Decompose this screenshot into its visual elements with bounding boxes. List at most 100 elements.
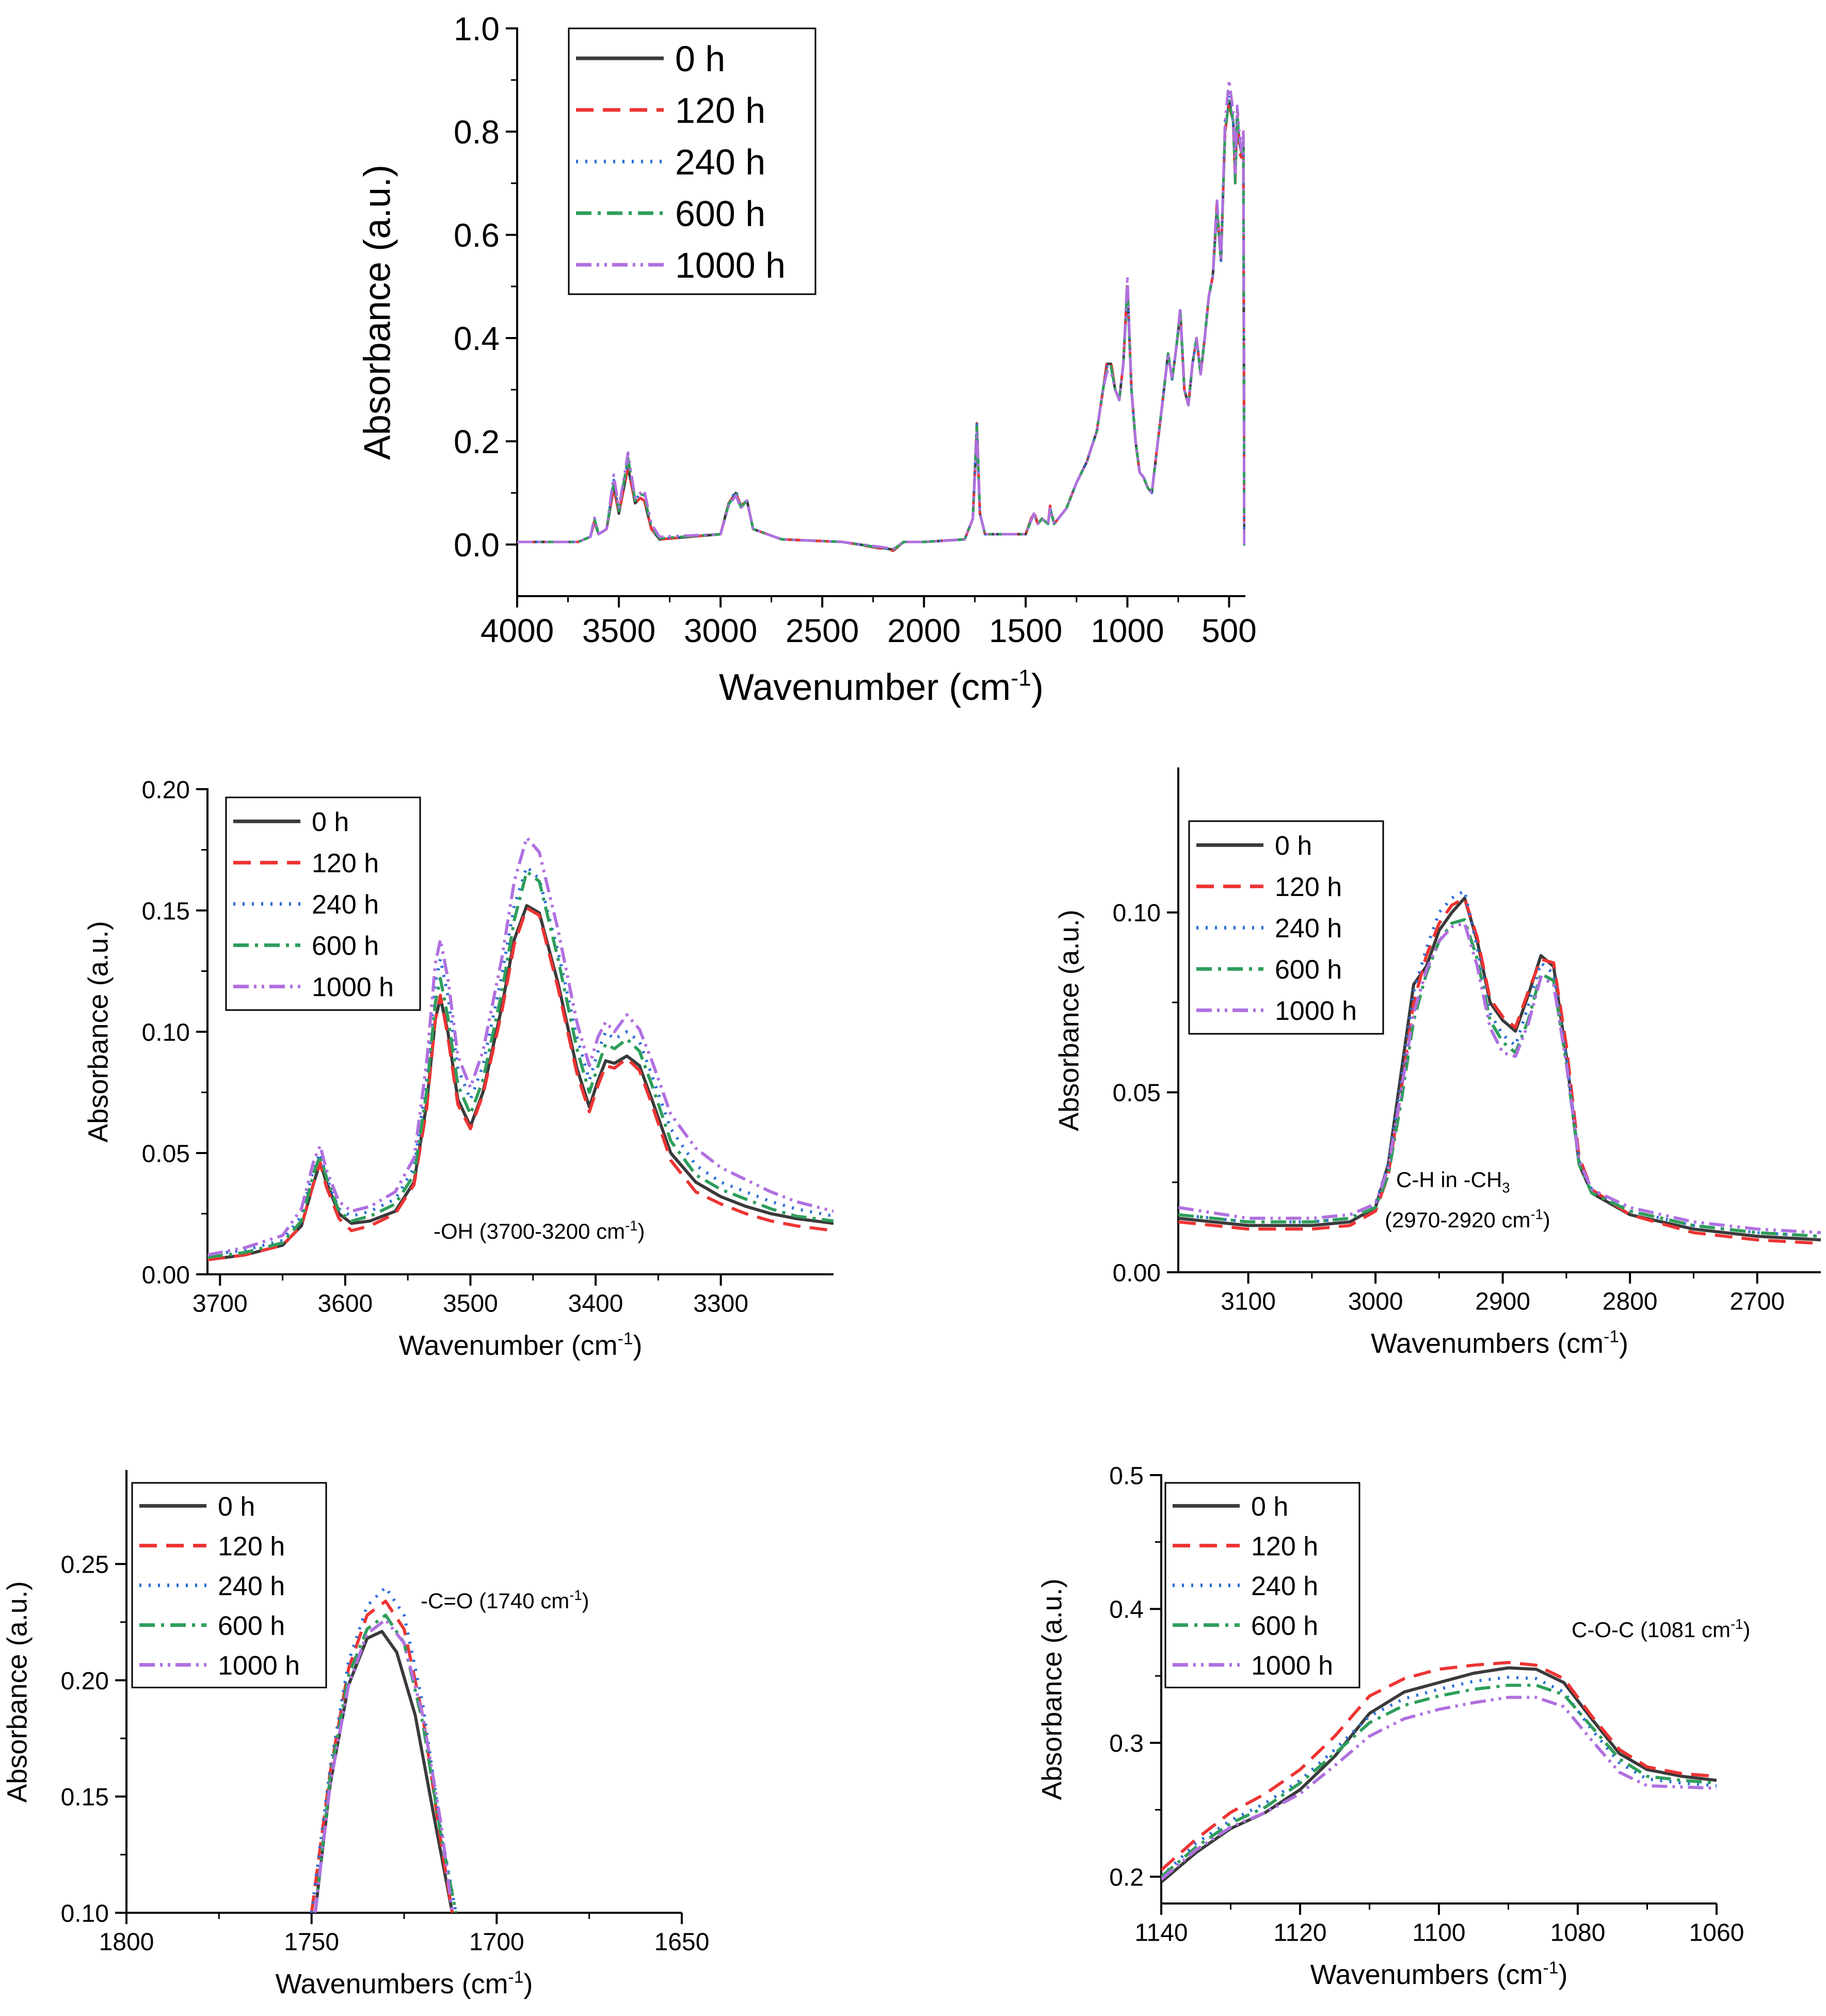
legend-label: 1000 h (1275, 996, 1357, 1026)
series-line-120h (207, 906, 834, 1261)
x-axis-label-sup: -1 (1011, 665, 1031, 691)
series-line-1000h (517, 78, 1245, 550)
series-line-600h (1161, 1684, 1717, 1878)
x-axis-label: Wavenumber (cm-1) (719, 665, 1044, 708)
legend-label: 600 h (1251, 1611, 1318, 1641)
legend-label: 600 h (1275, 955, 1342, 985)
series-group (517, 78, 1245, 552)
y-tick-label: 0.10 (1113, 900, 1161, 927)
series-line-600h (207, 870, 834, 1259)
x-axis-label-tail: ) (523, 1969, 533, 1999)
x-tick-label: 2800 (1603, 1288, 1658, 1315)
y-axis-label: Absorbance (a.u.) (1054, 909, 1085, 1131)
x-axis-label: Wavenumber (cm-1) (399, 1330, 643, 1362)
legend-box (568, 27, 816, 295)
x-axis-label-sup: -1 (508, 1968, 524, 1987)
legend-label: 0 h (1251, 1492, 1288, 1522)
x-axis-label-sup: -1 (1543, 1959, 1559, 1978)
series-line-240h (310, 1586, 458, 1913)
annotation: C-O-C (1081 cm-1) (1572, 1616, 1750, 1642)
y-tick-label: 0.8 (454, 114, 500, 151)
legend: 0 h 120 h 240 h 600 h 1000 h (1188, 820, 1384, 1035)
legend-label: 240 h (312, 890, 379, 920)
x-tick-label: 1750 (284, 1928, 339, 1956)
series-line-1000h (313, 1618, 454, 1913)
y-tick-label: 0.15 (61, 1784, 109, 1811)
x-tick-label: 3600 (317, 1290, 373, 1317)
series-line-120h (1178, 897, 1821, 1245)
series-group (310, 1586, 458, 1913)
legend: 0 h 120 h 240 h 600 h 1000 h (1164, 1482, 1360, 1689)
annotation: -C=O (1740 cm-1) (421, 1587, 589, 1613)
series-group (1161, 1661, 1717, 1883)
legend-label: 1000 h (675, 245, 786, 285)
x-tick-label: 1120 (1273, 1919, 1326, 1946)
y-axis-label: Absorbance (a.u.) (83, 921, 114, 1142)
x-tick-label: 4000 (480, 612, 554, 649)
x-axis-label-sup: -1 (618, 1330, 633, 1349)
legend: 0 h 120 h 240 h 600 h 1000 h (568, 27, 816, 295)
y-axis-label: Absorbance (a.u.) (1037, 1578, 1068, 1800)
x-axis-label-tail: ) (633, 1330, 642, 1361)
series-line-1000h (1161, 1695, 1717, 1881)
y-tick-label: 0.05 (142, 1140, 190, 1167)
legend-label: 240 h (1251, 1571, 1318, 1601)
x-tick-label: 500 (1202, 612, 1257, 649)
y-tick-label: 0.20 (142, 776, 190, 804)
legend-label: 0 h (1275, 831, 1312, 861)
x-tick-label: 3100 (1221, 1288, 1276, 1315)
y-tick-label: 0.10 (61, 1900, 109, 1927)
x-axis-label-sup: -1 (1604, 1327, 1619, 1347)
annotation-tail: ) (637, 1219, 645, 1243)
series-line-1000h (1178, 921, 1821, 1235)
x-tick-label: 3500 (443, 1290, 498, 1317)
annotation-tail: ) (582, 1589, 589, 1613)
y-tick-label: 1.0 (454, 10, 500, 47)
x-tick-label: 3000 (1348, 1288, 1403, 1315)
legend-label: 240 h (1275, 914, 1342, 943)
y-tick-label: 0.4 (454, 320, 500, 357)
x-tick-label: 2700 (1729, 1288, 1785, 1315)
x-tick-label: 1100 (1412, 1919, 1465, 1946)
legend-label: 120 h (1275, 872, 1342, 902)
chart-panel-co: 1800 1750 1700 1650 0.10 0.15 0.20 0.25 Wavenumb… (2, 1470, 710, 1999)
x-tick-label: 1650 (654, 1928, 710, 1956)
y-tick-label: 0.4 (1109, 1596, 1144, 1624)
legend-label: 120 h (675, 90, 765, 131)
y-tick-label: 0.00 (1113, 1259, 1161, 1287)
legend-label: 600 h (312, 931, 379, 961)
legend-label: 0 h (675, 39, 725, 79)
chart-panel-coc: 1140 1120 1100 1080 1060 0.2 0.3 0.4 0.5 Wavenumb… (1037, 1462, 1751, 1990)
legend-label: 120 h (312, 849, 379, 878)
series-line-600h (313, 1613, 458, 1913)
series-line-1000h (207, 836, 834, 1257)
x-tick-label: 2500 (786, 612, 859, 649)
y-tick-label: 0.0 (454, 526, 500, 564)
x-tick-label: 3700 (193, 1290, 248, 1317)
y-tick-label: 0.25 (61, 1551, 109, 1578)
y-tick-label: 0.6 (454, 217, 500, 254)
legend-box (225, 796, 421, 1011)
series-line-120h (310, 1599, 454, 1913)
x-axis-label-tail: ) (1558, 1959, 1567, 1990)
x-tick-label: 2000 (887, 612, 960, 649)
y-tick-label: 0.5 (1109, 1462, 1144, 1490)
x-tick-label: 1500 (989, 612, 1062, 649)
annotation: -OH (3700-3200 cm-1) (434, 1218, 645, 1243)
legend-label: 600 h (218, 1611, 285, 1641)
series-line-600h (1178, 918, 1821, 1238)
chart-panel-oh: 3700 3600 3500 3400 3300 0.00 0.05 0.10 0.15 0.20… (83, 776, 834, 1361)
legend-label: 600 h (675, 194, 765, 234)
legend-label: 120 h (1251, 1531, 1318, 1561)
annotation-sup: -1 (625, 1218, 637, 1234)
legend-label: 120 h (218, 1531, 285, 1561)
x-axis-label: Wavenumbers (cm-1) (1371, 1327, 1628, 1359)
y-tick-label: 0.10 (142, 1019, 190, 1046)
annotation-line2-tail: ) (1543, 1208, 1550, 1232)
x-tick-label: 3500 (582, 612, 655, 649)
legend-label: 0 h (218, 1492, 255, 1522)
x-tick-label: 1800 (99, 1928, 154, 1956)
annotation-line2: (2970-2920 cm-1) (1385, 1206, 1550, 1232)
y-tick-label: 0.15 (142, 898, 190, 925)
